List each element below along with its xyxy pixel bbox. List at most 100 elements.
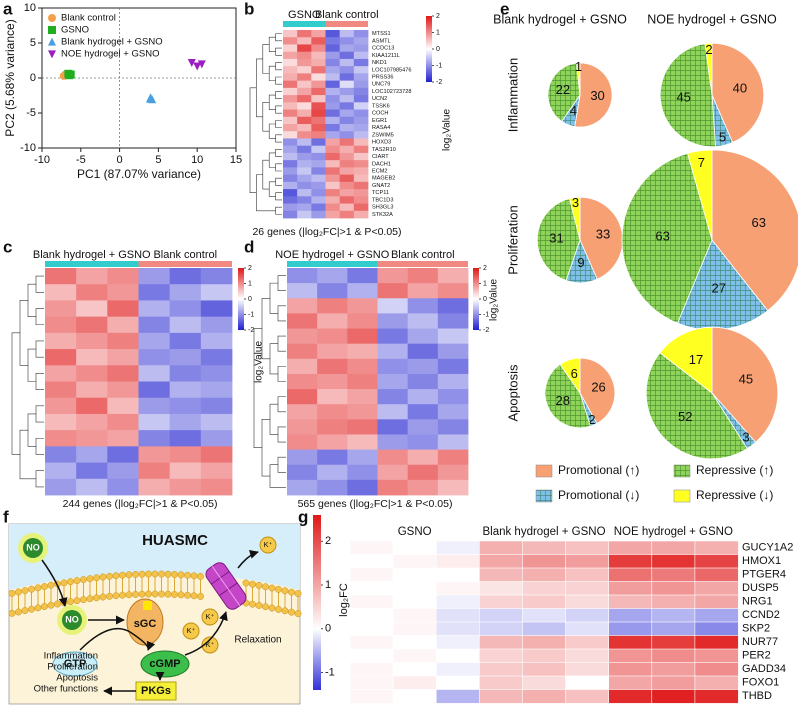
row-label: CCND2 <box>742 609 780 621</box>
heatmap-cell <box>297 51 312 60</box>
row-header: Inflammation <box>505 58 520 132</box>
heatmap-cell <box>325 210 341 219</box>
heatmap-cell <box>339 95 355 103</box>
dendrogram <box>275 62 282 71</box>
heatmap-cell <box>347 283 378 299</box>
heatmap-cell <box>317 479 348 496</box>
dendrogram <box>277 275 286 291</box>
lipid-head <box>34 584 42 592</box>
x-tick-label: 5 <box>155 154 161 166</box>
heatmap-cell <box>407 358 439 375</box>
heatmap-cell <box>287 358 318 375</box>
dendrogram <box>268 152 276 168</box>
lipid-head <box>158 590 165 598</box>
row-label: NKD1 <box>372 60 387 66</box>
heatmap-cell <box>353 102 369 110</box>
x-tick-label: 10 <box>191 154 203 166</box>
heatmap-cell <box>287 434 318 450</box>
heatmap-cell <box>407 283 439 299</box>
row-label: ASMTL <box>372 38 391 44</box>
lipid-head <box>164 590 172 598</box>
heatmap-cell <box>283 189 298 197</box>
heatmap-cell <box>407 298 439 314</box>
lipid-head <box>93 594 100 602</box>
heatmap-cell <box>287 373 318 390</box>
x-tick-label: -10 <box>34 154 50 166</box>
heatmap-cell <box>392 662 437 677</box>
row-label: UNC79 <box>372 82 390 88</box>
heatmap-cell <box>347 434 378 450</box>
lipid-head <box>132 590 139 598</box>
heatmap-cell <box>45 446 77 463</box>
heatmap-cell <box>522 540 567 556</box>
slice-label: 40 <box>733 81 747 96</box>
legend-swatch <box>535 489 553 503</box>
heatmap-cell <box>435 594 481 610</box>
x-axis-title: PC1 (87.07% variance) <box>77 167 201 181</box>
heatmap-cell <box>377 404 409 420</box>
heatmap-cell <box>76 397 108 415</box>
slice-label: 33 <box>596 227 610 242</box>
x-tick-label: 0 <box>117 154 123 166</box>
heatmap-cell <box>339 152 355 161</box>
heatmap-cell <box>297 109 312 118</box>
heatmap-cell <box>76 413 108 431</box>
heatmap-cell <box>651 675 696 691</box>
arrow <box>129 631 156 651</box>
heatmap-cell <box>169 478 202 496</box>
row-label: DUSP5 <box>742 582 779 594</box>
colorbar-tick-label: 1 <box>248 280 252 287</box>
heatmap-cell <box>107 268 139 285</box>
lipid-head <box>268 604 276 612</box>
heatmap-cell <box>392 581 437 596</box>
lipid-head <box>281 607 289 615</box>
heatmap-cell <box>565 567 610 583</box>
heatmap-cell <box>608 648 653 664</box>
heatmap-cell <box>479 567 524 583</box>
row-label: PTGER4 <box>742 569 786 581</box>
row-label: THBD <box>742 690 772 702</box>
heatmap-cell <box>565 608 610 623</box>
heatmap-cell <box>317 404 348 420</box>
heatmap-cell <box>283 116 298 125</box>
heatmap-cell <box>349 567 394 583</box>
heatmap-cell <box>287 283 318 299</box>
lipid-head <box>145 570 152 578</box>
heatmap-cell <box>297 73 312 82</box>
heatmap-cell <box>377 268 409 284</box>
heatmap-cell <box>479 621 524 637</box>
heatmap-cell <box>107 300 139 318</box>
heatmap-cell <box>283 167 298 176</box>
heatmap-cell <box>347 419 378 435</box>
heatmap-cell <box>407 419 439 435</box>
heatmap-cell <box>608 540 653 556</box>
row-label: COCH <box>372 111 388 117</box>
dendrogram <box>35 405 44 423</box>
y-tick-label: 5 <box>30 37 36 49</box>
heatmap-cell <box>339 167 355 176</box>
heatmap-cell <box>339 30 355 38</box>
dendrogram <box>277 335 286 352</box>
group-bar <box>377 261 468 267</box>
heatmap-cell <box>311 80 326 89</box>
heatmap-cell <box>522 635 567 650</box>
heatmap-cell <box>76 300 108 318</box>
column-header: Blank hydrogel + GSNO <box>493 12 627 26</box>
panel-label: f <box>3 507 9 526</box>
heatmap-cell <box>138 381 171 399</box>
heatmap-cell <box>311 124 326 132</box>
dendrogram <box>275 134 282 143</box>
row-label: ECM2 <box>372 168 388 174</box>
heatmap-cell <box>353 80 369 89</box>
heatmap-cell <box>608 608 653 623</box>
lipid-head <box>15 588 22 596</box>
colorbar-tick-label: -2 <box>483 327 489 334</box>
row-label: PRSS36 <box>372 74 393 80</box>
x-tick-label: 15 <box>230 154 242 166</box>
row-label: RASA4 <box>372 125 390 131</box>
heatmap-cell <box>325 44 341 53</box>
lipid-head <box>80 576 87 584</box>
pie-slice <box>547 62 581 122</box>
heatmap-cell <box>347 298 378 314</box>
heatmap-cell <box>200 478 233 496</box>
